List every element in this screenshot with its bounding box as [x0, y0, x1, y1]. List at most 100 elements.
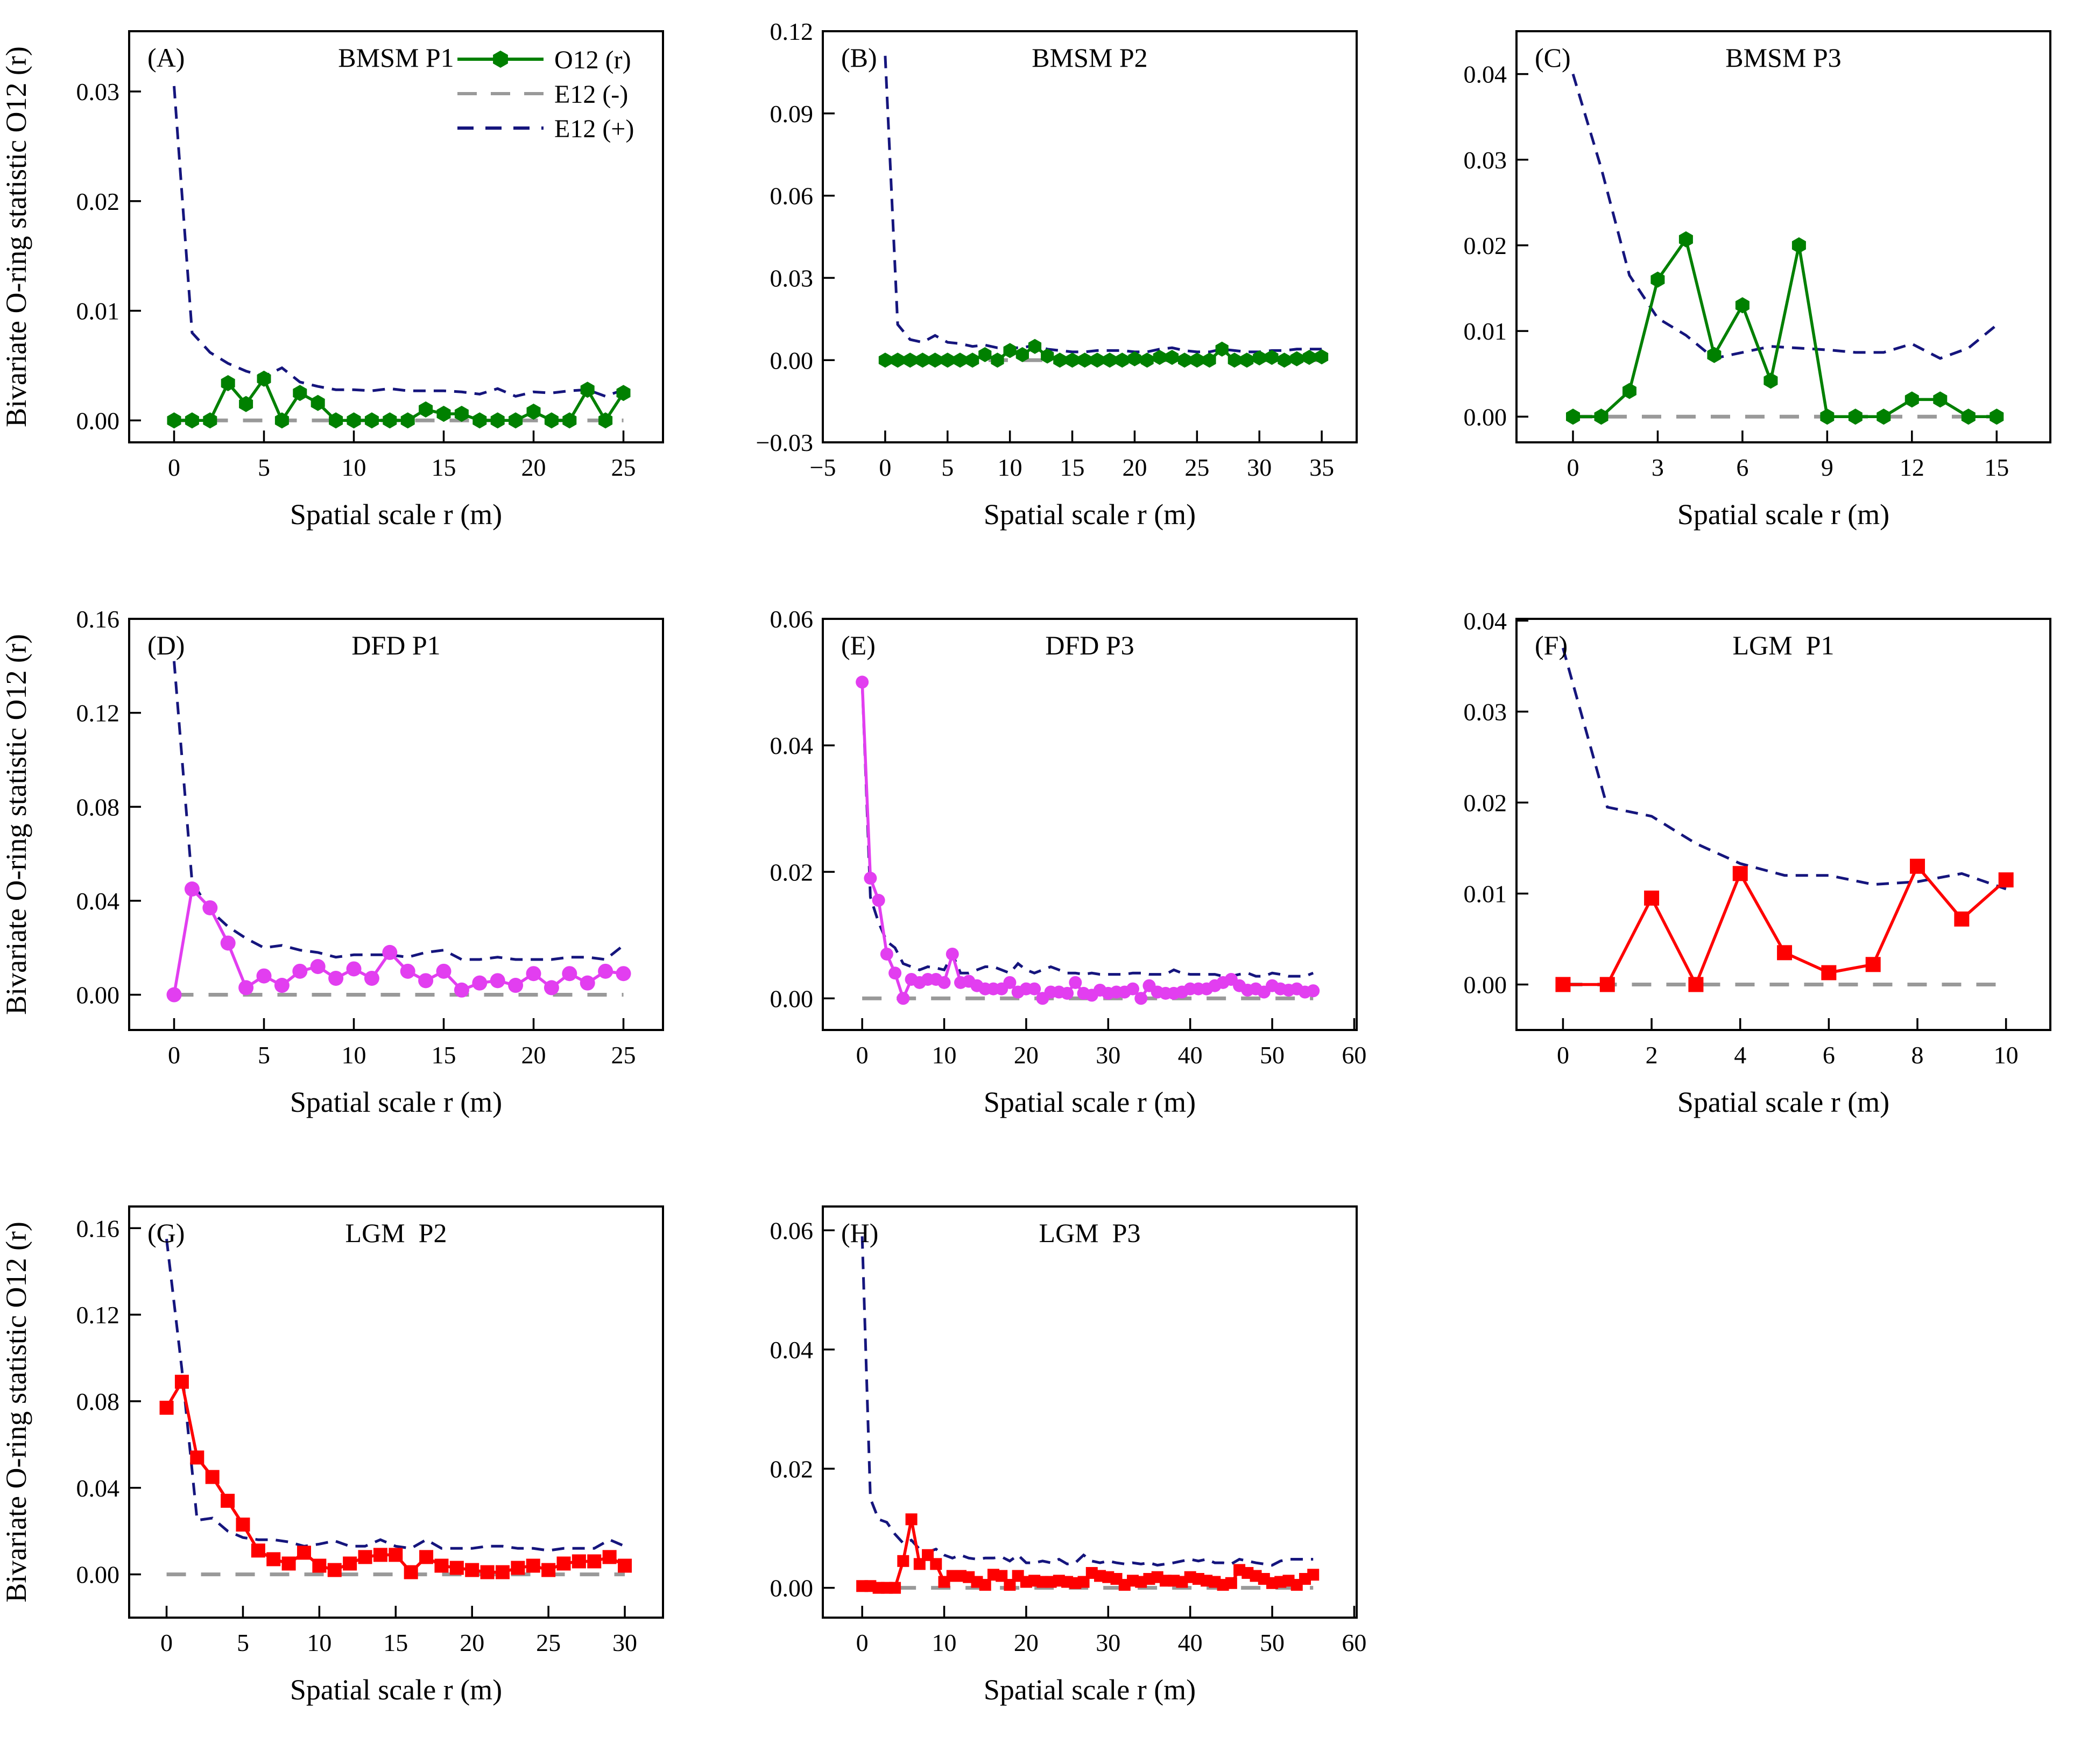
o12-marker: [293, 385, 307, 401]
x-tick-label: 20: [521, 454, 546, 481]
o12-marker: [1228, 352, 1241, 368]
panel-G-chart: 0 5 10 15 20 25 30 0.00 0.04 0.08 0.12 0.16 Spatial …: [0, 1205, 664, 1706]
x-tick-label: 3: [1652, 454, 1664, 481]
o12-marker: [1848, 408, 1863, 425]
o12-marker: [878, 352, 892, 368]
plot-border: [822, 30, 1358, 443]
o12-marker: [544, 412, 559, 429]
o12-marker: [1003, 976, 1017, 989]
o12-marker: [872, 894, 885, 907]
o12-marker: [922, 1549, 934, 1561]
y-tick-label: 0.00: [1464, 403, 1507, 431]
y-tick-label: 0.01: [1464, 317, 1507, 345]
o12-marker: [1078, 352, 1091, 368]
o12-marker: [618, 1558, 632, 1573]
x-tick-label: 30: [1247, 454, 1272, 481]
y-tick-label: 0.01: [76, 298, 120, 325]
x-tick-label: 15: [1060, 454, 1085, 481]
o12-marker: [1315, 349, 1329, 365]
o12-marker: [454, 406, 469, 422]
y-tick-label: 0.06: [770, 1217, 814, 1244]
x-axis-label: Spatial scale r (m): [290, 498, 502, 531]
y-tick-label: 0.09: [770, 100, 814, 128]
x-tick-label: 50: [1260, 1629, 1285, 1656]
o12-marker: [297, 1546, 311, 1560]
o12-marker: [1153, 350, 1166, 365]
panel-B-chart: −5 0 5 10 15 20 25 30 35 −0.03 0.00 0.03 0.06 0.09 0.1…: [756, 18, 1358, 531]
panel-letter: (D): [147, 630, 185, 660]
x-tick-label: 0: [879, 454, 891, 481]
panel-title: LGM P2: [345, 1218, 447, 1248]
o12-marker: [1644, 890, 1660, 906]
o12-marker: [1821, 965, 1837, 980]
o12-marker: [526, 966, 541, 982]
panel-letter: (G): [147, 1218, 185, 1248]
o12-marker: [495, 1565, 510, 1579]
o12-marker: [1998, 872, 2014, 888]
o12-marker: [953, 352, 967, 368]
y-tick-label: 0.03: [1464, 146, 1507, 174]
y-tick-label: 0.02: [1464, 232, 1507, 259]
o12-marker: [1028, 982, 1041, 996]
o12-marker: [978, 347, 992, 362]
o12-marker: [166, 987, 182, 1003]
panel-letter: (E): [841, 630, 876, 660]
y-tick-label: 0.02: [770, 858, 814, 886]
x-tick-label: 25: [1184, 454, 1209, 481]
o12-marker: [572, 1554, 586, 1569]
y-tick-label: 0.04: [76, 887, 120, 915]
panel-letter: (C): [1535, 43, 1571, 73]
o12-marker: [1077, 1576, 1090, 1588]
o12-marker: [1265, 350, 1279, 365]
y-tick-label: −0.03: [756, 429, 813, 456]
o12-marker: [556, 1556, 571, 1571]
o12-marker: [856, 675, 869, 689]
y-axis-label: Bivariate O-ring statistic O12 (r): [0, 1222, 32, 1603]
y-tick-label: 0.00: [76, 407, 120, 434]
o12-marker: [966, 352, 979, 368]
o12-marker: [382, 944, 398, 960]
o12-marker: [1215, 341, 1229, 357]
o12-marker: [184, 881, 200, 897]
plot-border: [822, 1205, 1358, 1619]
e12-plus-line: [860, 682, 1314, 978]
o12-marker: [256, 968, 272, 984]
x-tick-label: 10: [342, 454, 366, 481]
o12-marker: [418, 973, 434, 989]
o12-marker: [328, 970, 344, 986]
x-tick-label: 5: [258, 1041, 270, 1069]
o12-marker: [598, 412, 613, 429]
x-tick-label: −5: [810, 454, 836, 481]
x-tick-label: 0: [168, 1041, 180, 1069]
o12-marker: [1707, 347, 1722, 363]
o12-marker: [266, 1552, 281, 1567]
x-tick-label: 30: [1096, 1629, 1120, 1656]
o12-marker: [274, 412, 289, 429]
o12-marker: [472, 975, 488, 991]
o12-marker: [1904, 391, 1919, 408]
y-tick-label: 0.03: [1464, 698, 1507, 726]
o12-marker: [991, 352, 1004, 368]
o12-marker: [311, 394, 325, 411]
o12-marker: [526, 404, 541, 420]
y-tick-label: 0.04: [770, 732, 814, 759]
o12-marker: [343, 1556, 357, 1571]
x-tick-label: 50: [1260, 1041, 1285, 1069]
o12-marker: [1777, 945, 1793, 961]
x-tick-label: 10: [932, 1041, 957, 1069]
o12-marker: [1307, 984, 1320, 998]
o12-marker: [1688, 977, 1704, 992]
o12-marker: [434, 1558, 449, 1573]
o12-marker: [490, 973, 505, 989]
plot-border: [128, 30, 664, 443]
x-tick-label: 15: [432, 1041, 456, 1069]
o12-marker: [205, 1470, 220, 1484]
o12-marker: [281, 1556, 296, 1571]
x-tick-label: 0: [856, 1041, 869, 1069]
o12-marker: [346, 961, 362, 977]
o12-marker: [167, 412, 181, 429]
o12-line: [1563, 863, 2007, 989]
o12-marker: [1128, 351, 1141, 366]
legend-o12-marker: [493, 51, 508, 68]
o12-markers: [856, 675, 1320, 1005]
